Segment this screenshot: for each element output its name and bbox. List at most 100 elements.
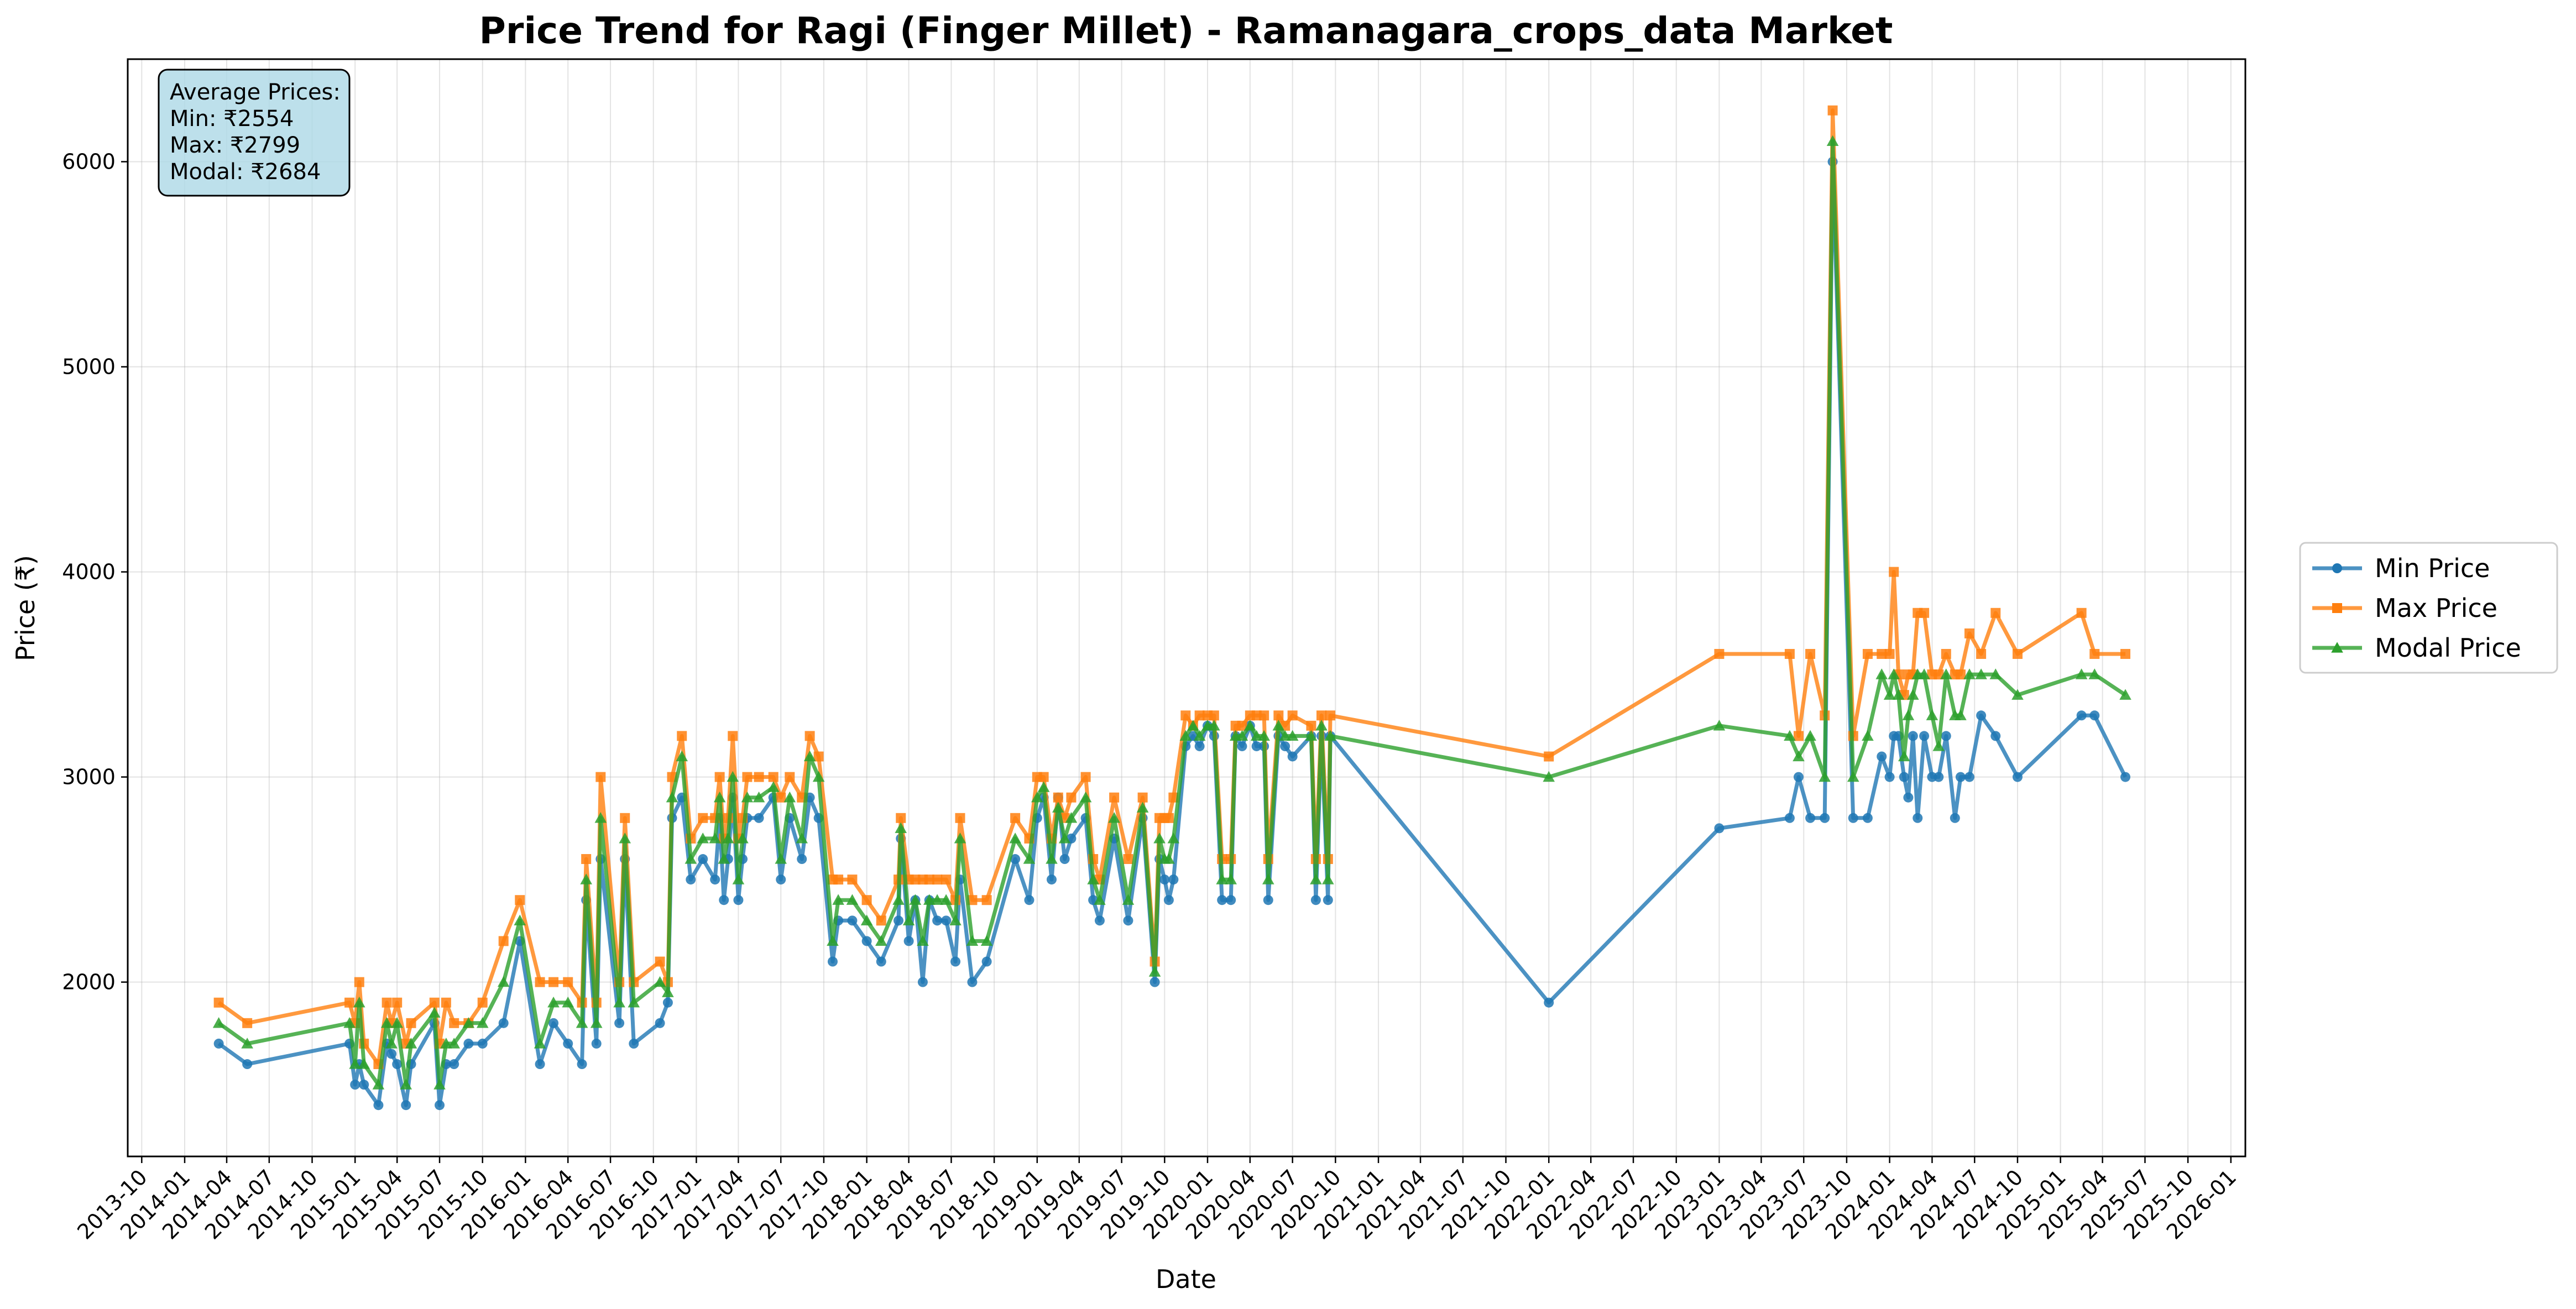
modal-price-point xyxy=(654,976,666,987)
average-min-price: Min: ₹2554 xyxy=(170,106,294,132)
min-price-point xyxy=(754,813,764,823)
modal-price-point xyxy=(1153,832,1166,844)
modal-price-point xyxy=(1955,709,1967,720)
modal-price-point xyxy=(628,996,640,1008)
min-price-point xyxy=(242,1059,253,1070)
max-price-point xyxy=(714,772,725,782)
modal-price-point xyxy=(1167,832,1180,844)
modal-price-point xyxy=(1793,750,1805,762)
modal-price-point xyxy=(1940,668,1952,679)
modal-price-point xyxy=(400,1078,412,1090)
modal-price-point xyxy=(1023,853,1036,864)
y-tick-label: 4000 xyxy=(62,560,116,584)
modal-price-point xyxy=(1826,135,1839,146)
modal-price-point xyxy=(1163,853,1175,864)
modal-price-point xyxy=(940,894,952,905)
modal-price-point xyxy=(1225,873,1237,884)
legend-item-modal-price: Modal Price xyxy=(2312,633,2521,663)
max-price-point xyxy=(1919,608,1930,618)
modal-price-point xyxy=(1244,720,1256,731)
modal-price-point xyxy=(1148,966,1161,977)
min-price-point xyxy=(350,1080,360,1090)
min-price-point xyxy=(1714,823,1725,834)
modal-price-point xyxy=(1087,873,1099,884)
max-price-point xyxy=(981,895,992,905)
modal-price-point xyxy=(803,750,816,762)
min-price-point xyxy=(1094,915,1105,926)
min-price-point xyxy=(1941,731,1951,741)
modal-price-point xyxy=(534,1038,546,1049)
modal-price-point xyxy=(796,832,808,844)
min-price-point xyxy=(1123,915,1133,926)
max-price-point xyxy=(1877,648,1887,659)
max-price-point xyxy=(441,997,451,1008)
plot-area-frame xyxy=(127,58,2246,1158)
min-price-point xyxy=(917,977,928,987)
max-price-point xyxy=(1990,608,2001,618)
max-price-point xyxy=(213,997,224,1008)
modal-price-point xyxy=(448,1038,461,1049)
max-price-point xyxy=(1209,710,1219,721)
max-price-point xyxy=(1306,720,1316,731)
max-price-point xyxy=(548,977,559,987)
modal-price-point xyxy=(1892,689,1905,700)
min-price-point xyxy=(1263,895,1273,905)
max-price-point xyxy=(354,977,364,987)
modal-price-point xyxy=(514,914,526,925)
modal-price-point xyxy=(727,771,739,782)
max-price-point xyxy=(1251,710,1262,721)
min-price-point xyxy=(686,875,696,885)
max-price-point xyxy=(1544,751,1554,762)
max-price-point xyxy=(1287,710,1298,721)
min-price-point xyxy=(1919,731,1930,741)
max-price-point xyxy=(498,936,509,946)
min-price-point xyxy=(827,956,838,967)
min-price-point xyxy=(629,1038,639,1049)
modal-price-point xyxy=(562,996,574,1008)
modal-price-point xyxy=(718,853,730,864)
modal-price-point xyxy=(1052,802,1064,813)
min-price-point xyxy=(847,915,858,926)
min-price-point xyxy=(1899,772,1909,782)
modal-price-point xyxy=(1847,771,1859,782)
modal-price-point xyxy=(1784,730,1796,741)
min-price-point xyxy=(733,895,744,905)
min-price-point xyxy=(1908,731,1918,741)
min-price-point xyxy=(932,915,943,926)
min-price-point xyxy=(2120,772,2131,782)
min-price-point xyxy=(1934,772,1944,782)
min-price-point xyxy=(967,977,978,987)
max-price-point xyxy=(1163,813,1174,823)
legend-label-max-price: Max Price xyxy=(2375,593,2497,623)
max-price-point xyxy=(754,772,764,782)
modal-price-point xyxy=(1315,720,1328,731)
min-price-point xyxy=(1784,813,1795,823)
modal-price-point xyxy=(613,996,625,1008)
max-price-point xyxy=(242,1018,253,1028)
modal-price-point xyxy=(2075,668,2088,679)
modal-price-point xyxy=(732,873,745,884)
min-price-point xyxy=(1024,895,1034,905)
modal-price-point xyxy=(590,1017,603,1028)
modal-price-point xyxy=(1286,730,1299,741)
max-price-point xyxy=(861,895,872,905)
modal-price-point xyxy=(391,1017,403,1028)
min-price-point xyxy=(1955,772,1966,782)
modal-price-point xyxy=(1907,689,1919,700)
modal-price-point xyxy=(666,791,678,803)
y-axis-label: Price (₹) xyxy=(11,555,40,661)
min-price-point xyxy=(577,1059,587,1070)
modal-price-point xyxy=(241,1038,253,1049)
min-price-point xyxy=(1964,772,1974,782)
min-price-point xyxy=(1820,813,1830,823)
legend-marker-modal-price xyxy=(2331,642,2343,653)
max-price-point xyxy=(1010,813,1021,823)
modal-price-point xyxy=(832,894,844,905)
min-price-point xyxy=(401,1100,411,1111)
modal-price-point xyxy=(2088,668,2101,679)
min-price-point xyxy=(950,956,961,967)
chart-title: Price Trend for Ragi (Finger Millet) - R… xyxy=(479,9,1893,52)
min-price-point xyxy=(1168,875,1179,885)
modal-price-point xyxy=(576,1017,588,1028)
